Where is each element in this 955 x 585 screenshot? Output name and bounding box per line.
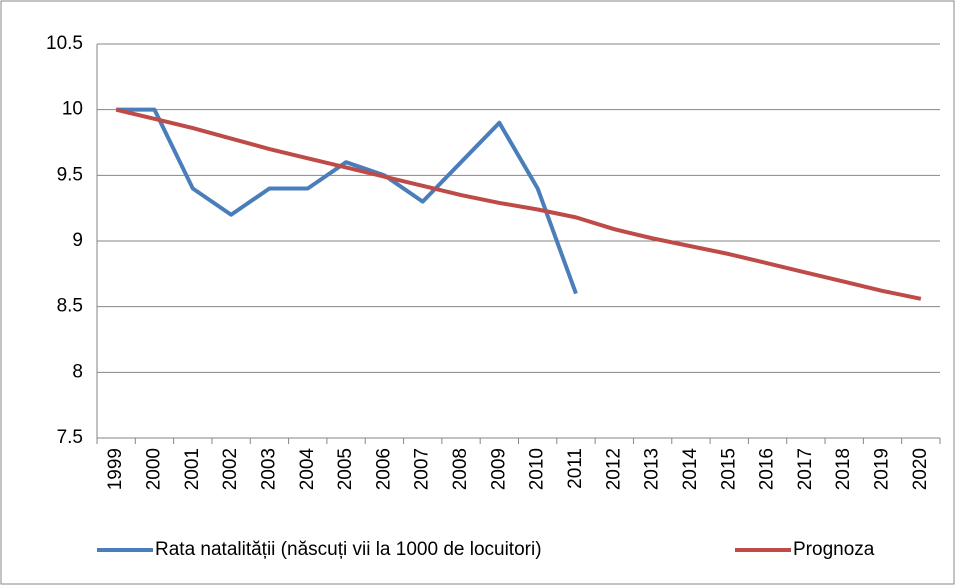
x-tick-label: 2015 (718, 448, 739, 490)
series-line (116, 107, 578, 295)
x-tick-label: 2007 (412, 448, 433, 490)
x-tick-label: 2016 (757, 448, 778, 490)
x-tick-label: 2013 (642, 448, 663, 490)
y-tick-label: 10.5 (46, 33, 83, 54)
x-tick-label: 2008 (450, 448, 471, 490)
y-tick-label: 8 (72, 361, 83, 382)
x-tick-label: 2019 (872, 448, 893, 490)
x-tick-label: 2018 (833, 448, 854, 490)
y-tick-label: 9.5 (57, 164, 83, 185)
x-tick-label: 2000 (143, 448, 164, 490)
x-tick-label: 2017 (795, 448, 816, 490)
x-tick-label: 2009 (488, 448, 509, 490)
y-tick-label: 8.5 (57, 296, 83, 317)
x-tick-label: 1999 (105, 448, 126, 490)
x-tick-label: 2002 (220, 448, 241, 490)
x-tick-label: 2012 (603, 448, 624, 490)
y-tick-label: 7.5 (57, 427, 83, 448)
x-tick-label: 2005 (335, 448, 356, 490)
x-tick-label: 2011 (565, 448, 586, 489)
x-tick-label: 2003 (258, 448, 279, 490)
series-line (115, 107, 922, 301)
x-tick-label: 2004 (297, 448, 318, 491)
legend-label: Prognoza (793, 539, 875, 560)
x-tick-label: 2010 (527, 448, 548, 490)
x-tick-label: 2014 (680, 448, 701, 491)
y-tick-label: 9 (72, 230, 83, 251)
y-tick-label: 10 (62, 99, 83, 120)
x-tick-label: 2001 (182, 448, 203, 490)
legend-label: Rata natalității (născuți vii la 1000 de… (155, 539, 542, 560)
x-tick-label: 2020 (910, 448, 931, 490)
x-tick-label: 2006 (373, 448, 394, 490)
